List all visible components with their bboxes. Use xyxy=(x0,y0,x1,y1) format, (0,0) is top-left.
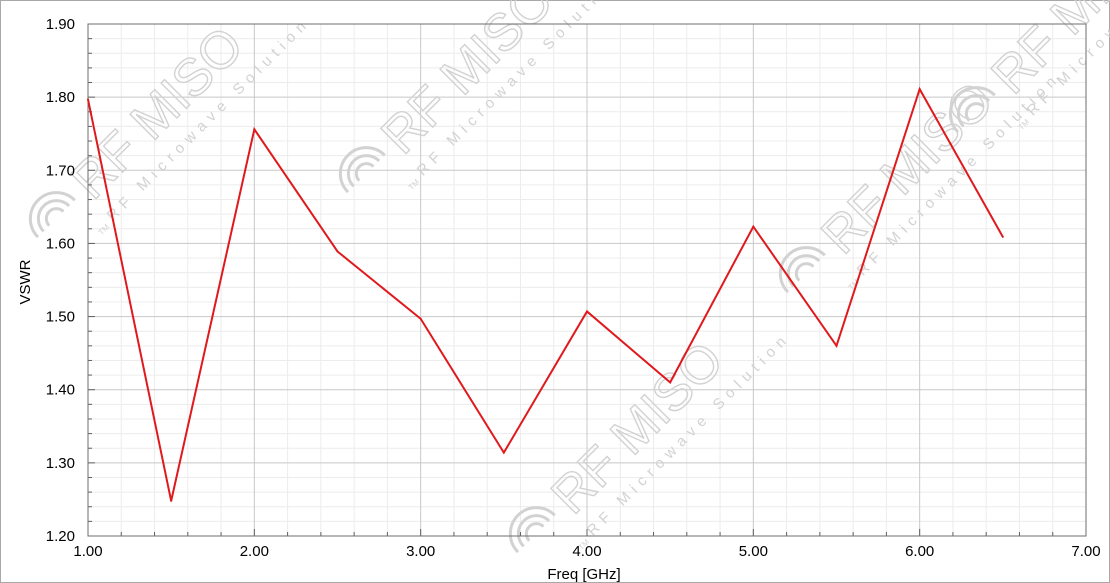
data-point xyxy=(502,451,505,454)
wifi-logo-icon xyxy=(948,86,996,134)
data-point xyxy=(253,128,256,131)
y-tick-label: 1.60 xyxy=(46,235,75,252)
data-point xyxy=(752,225,755,228)
watermark-tm: TM xyxy=(407,177,422,192)
wifi-logo-icon xyxy=(508,506,556,554)
x-tick-label: 2.00 xyxy=(240,543,269,560)
data-point xyxy=(419,317,422,320)
plot-area-border xyxy=(87,23,1087,537)
axis-ticks xyxy=(87,23,1087,537)
x-tick-label: 3.00 xyxy=(406,543,435,560)
x-tick-label: 1.00 xyxy=(73,543,102,560)
y-tick-label: 1.90 xyxy=(46,16,75,33)
y-tick-label: 1.80 xyxy=(46,89,75,106)
y-tick-label: 1.70 xyxy=(46,162,75,179)
data-point xyxy=(170,499,173,502)
y-tick-label: 1.50 xyxy=(46,309,75,326)
data-point xyxy=(918,88,921,91)
wifi-logo-icon xyxy=(778,246,826,294)
watermark-tm: TM xyxy=(97,222,112,237)
x-tick-labels: 1.00 2.00 3.00 4.00 5.00 6.00 7.00 xyxy=(73,543,1100,560)
data-point xyxy=(336,250,339,253)
x-axis-title: Freq [GHz] xyxy=(547,566,620,583)
y-tick-label: 1.30 xyxy=(46,455,75,472)
plot-border xyxy=(87,23,1087,537)
x-tick-label: 4.00 xyxy=(572,543,601,560)
series-line-0 xyxy=(87,86,1004,502)
y-tick-label: 1.40 xyxy=(46,382,75,399)
data-point xyxy=(586,310,588,313)
wifi-logo-icon xyxy=(338,146,386,194)
data-point xyxy=(87,98,89,101)
series-layer xyxy=(87,86,1004,502)
x-tick-label: 6.00 xyxy=(905,543,934,560)
data-point xyxy=(669,381,672,384)
wifi-logo-icon xyxy=(28,191,76,239)
y-tick-label: 1.20 xyxy=(46,528,75,545)
y-axis-title: VSWR xyxy=(17,259,34,304)
data-point xyxy=(835,344,838,347)
x-tick-label: 5.00 xyxy=(739,543,768,560)
y-tick-labels: 1.20 1.30 1.40 1.50 1.60 1.70 1.80 1.90 xyxy=(46,16,75,545)
data-point xyxy=(1001,235,1004,238)
x-tick-label: 7.00 xyxy=(1071,543,1100,560)
